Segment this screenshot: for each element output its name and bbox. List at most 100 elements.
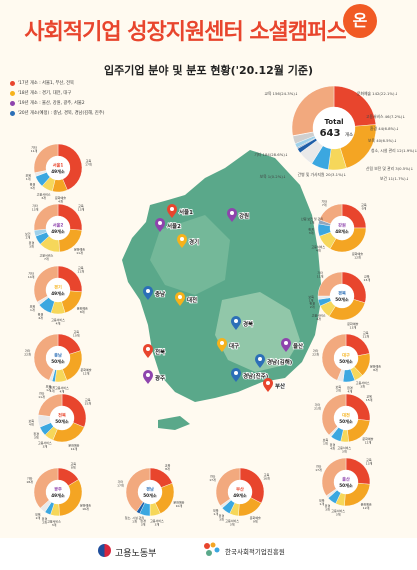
map-region-highlight (215, 292, 300, 372)
legend-item: '17년 개소 : 서울1, 부산, 전북 (10, 78, 120, 88)
slice-category-label: 고용서비스 (312, 312, 326, 317)
slice-category-label: 고용서비스 (51, 317, 65, 322)
region-name: 대구 (342, 352, 350, 359)
slice-category-label: 청소, 시설 관리 (125, 515, 145, 520)
slice-category-label: 교육 (366, 394, 372, 398)
slice-category-label: 교육 (361, 203, 367, 207)
slice-value-label: 18개 (26, 479, 33, 484)
slice-category-label: 교육 (78, 266, 84, 270)
slice-value-label: 10개 (176, 503, 183, 508)
pie-center (330, 216, 354, 240)
slice-value-label: 3개 (325, 506, 330, 511)
map-pin-label: 충남 (155, 290, 165, 298)
slice-category-label: 보육 (308, 295, 314, 299)
slice-value-label: 3개 (52, 522, 57, 527)
slice-value-label: 13개 (350, 325, 357, 330)
slice-value-label: 17개 (85, 161, 92, 166)
slice-value-label: 1개 (310, 219, 315, 224)
agency-name: 한국사회적기업진흥원 (225, 548, 285, 556)
slice-value-label: 11개 (77, 268, 84, 273)
slice-category-label: 문화예술 (173, 499, 184, 504)
map-region-highlight (150, 215, 230, 295)
pie-서울2 (33, 203, 83, 253)
legend-dot-icon (10, 110, 15, 116)
slice-value-label: 3개 (41, 195, 46, 200)
map-pin-울산: 울산 (281, 338, 304, 352)
pie-경기 (33, 265, 83, 315)
slice-category-label: 환경 (33, 431, 39, 436)
slice-value-label: 8개 (71, 464, 76, 469)
slice-category-label: 문화예술 (77, 305, 88, 310)
footer: 고용노동부 한국사회적기업진흥원 (0, 538, 417, 570)
slice-value-label: 12개 (363, 505, 370, 510)
slice-category-label: 환경 (325, 503, 331, 508)
slice-value-label: 4개 (316, 247, 321, 252)
map-pin-전북: 전북 (143, 344, 166, 358)
slice-value-label: 15개 (366, 397, 373, 402)
slice-category-label: 교육 (363, 331, 369, 335)
slice-value-label: 1개 (30, 307, 35, 312)
pie-center (46, 480, 70, 504)
map-pin-dot (146, 347, 150, 351)
slice-value-label: 11개 (362, 334, 369, 339)
map-pin-label: 광주 (155, 374, 165, 382)
slice-category-label: 기타 (317, 270, 323, 275)
total-slice-label: 보건 11(1.7%)↓ (380, 176, 409, 181)
slice-category-label: 문화예술 (361, 502, 372, 507)
map-pin-dot (220, 341, 224, 345)
slice-category-label: 보건 (25, 231, 31, 236)
slice-category-label: 보육 (46, 384, 52, 388)
pie-center (228, 480, 252, 504)
map-pin-label: 울산 (293, 342, 303, 350)
slice-value-label: 11개 (76, 250, 83, 255)
slice-category-label: 기타 (39, 391, 45, 396)
pie-center (50, 406, 74, 430)
slice-category-label: 고용서비스 (47, 519, 61, 524)
slice-value-label: 16개 (82, 506, 89, 511)
slice-value-label: 3개 (219, 516, 224, 521)
slice-category-label: 고용서비스 (331, 508, 345, 513)
map-pin-label: 부산 (275, 382, 285, 390)
slice-value-label: 4개 (60, 388, 65, 393)
pie-울산 (321, 457, 371, 507)
slice-category-label: 문화예술 (347, 321, 358, 326)
slice-value-label: 1개 (309, 298, 314, 303)
region-name: 강원 (338, 222, 346, 229)
slice-value-label: 8개 (165, 466, 170, 471)
pie-center (330, 284, 354, 308)
slice-value-label: 9개 (253, 519, 258, 524)
total-label: Total (324, 118, 343, 126)
map-pin-경북: 경북 (231, 316, 254, 330)
pie-slice (33, 467, 59, 509)
map-pin-dot (158, 221, 162, 225)
slice-category-label: 기타 (32, 203, 38, 208)
slice-value-label: 4개 (29, 422, 34, 427)
slice-value-label: 9개 (362, 206, 367, 211)
slice-value-label: 3개 (360, 384, 365, 389)
map-pin-광주: 광주 (143, 370, 166, 384)
total-slice-label: 교육 156(24.3%)↓ (264, 91, 298, 96)
map-pin-label: 전북 (155, 348, 165, 356)
slice-value-label: 12개 (71, 446, 78, 451)
slice-category-label: 문화예술 (74, 246, 85, 251)
region-name: 경북 (338, 290, 346, 297)
region-total: 49개소 (51, 168, 65, 175)
region-total: 50개소 (143, 492, 157, 499)
map-pin-충남: 충남 (143, 286, 166, 300)
region-total: 49개소 (51, 228, 65, 235)
pie-경북 (317, 271, 367, 321)
slice-value-label: 1개 (132, 518, 137, 523)
pie-center (46, 278, 70, 302)
slice-category-label: 고용서비스 (337, 445, 351, 450)
map-pin-label: 강원 (239, 212, 249, 220)
slice-category-label: 환경 (38, 312, 44, 317)
slice-category-label: 고용서비스 (39, 253, 53, 258)
region-total: 50개소 (339, 358, 353, 365)
pie-서울1 (33, 143, 83, 193)
slice-value-label: 8개 (373, 367, 378, 372)
region-name: 광주 (54, 486, 62, 493)
slice-category-label: 환경 (309, 301, 315, 306)
slice-value-label: 3개 (42, 443, 47, 448)
slice-category-label: 기타 (31, 144, 37, 149)
